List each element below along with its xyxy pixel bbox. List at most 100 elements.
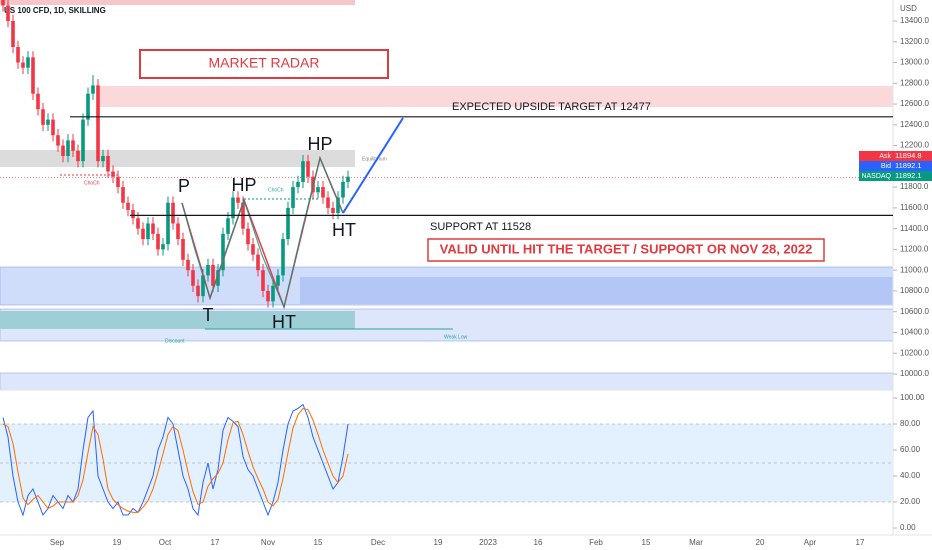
- y-tick-label: 60.00: [900, 445, 921, 454]
- candle-body: [41, 109, 45, 125]
- candle-body: [21, 62, 25, 68]
- y-tick-label: 10400.0: [900, 328, 929, 337]
- pattern-line: [181, 156, 344, 309]
- x-tick-label: 2023: [479, 538, 497, 547]
- x-tick-label: 20: [756, 538, 765, 547]
- validity-box: [427, 238, 825, 262]
- x-tick-label: Nov: [261, 538, 275, 547]
- candle-body: [146, 223, 150, 240]
- y-tick-label: 13000.0: [900, 58, 929, 67]
- target-label: EXPECTED UPSIDE TARGET AT 12477: [452, 101, 651, 113]
- candle-body: [61, 145, 65, 156]
- candle-body: [86, 93, 90, 120]
- price-tag-value: 11892.1: [895, 161, 922, 170]
- candle-body: [346, 176, 350, 182]
- candle-body: [71, 140, 75, 151]
- demand-zone: [300, 277, 893, 304]
- x-tick-label: 16: [534, 538, 543, 547]
- candle-body: [31, 57, 35, 94]
- y-tick-label: 11000.0: [900, 265, 929, 274]
- y-tick-label: 11800.0: [900, 182, 929, 191]
- x-tick-label: Apr: [804, 538, 817, 547]
- candle-body: [151, 223, 155, 234]
- pattern-label: HT: [272, 312, 296, 332]
- candle-body: [26, 57, 30, 68]
- price-tag-value: 11894.8: [895, 151, 922, 160]
- zone-label: Weak Low: [444, 334, 468, 340]
- y-tick-label: 100.00: [900, 393, 925, 402]
- candle-body: [51, 119, 55, 136]
- candle-body: [166, 202, 170, 245]
- x-tick-label: Sep: [50, 538, 65, 547]
- candle-body: [6, 5, 10, 22]
- candle-body: [216, 270, 220, 286]
- candle-body: [256, 254, 260, 271]
- candle-body: [221, 233, 225, 271]
- x-tick-label: 19: [434, 538, 443, 547]
- x-tick-label: 15: [314, 538, 323, 547]
- candle-body: [276, 275, 280, 286]
- y-tick-label: 13400.0: [900, 16, 929, 25]
- price-tag-name: Ask: [879, 153, 891, 160]
- candle-body: [316, 187, 320, 193]
- y-tick-label: 80.00: [900, 419, 921, 428]
- pattern-label: P: [178, 176, 190, 196]
- oscillator-line: [2, 403, 349, 517]
- y-tick-label: 10200.0: [900, 348, 929, 357]
- discount-zone: [0, 311, 355, 329]
- candle-body: [136, 218, 140, 229]
- x-tick-label: 19: [113, 538, 122, 547]
- candle-body: [91, 85, 95, 94]
- chart-title: US 100 CFD, 1D, SKILLING: [4, 6, 106, 15]
- x-tick-label: 15: [642, 538, 651, 547]
- headline: MARKET RADAR: [209, 55, 320, 71]
- candle-body: [36, 93, 40, 110]
- candle-body: [101, 155, 105, 162]
- pattern-label: T: [203, 305, 214, 325]
- pattern-label: HP: [231, 175, 256, 195]
- candle-body: [271, 285, 275, 302]
- y-tick-label: 40.00: [900, 471, 921, 480]
- price-tag-name: NASDAQ: [861, 173, 891, 180]
- x-tick-label: Dec: [371, 538, 385, 547]
- currency: USD: [900, 4, 917, 13]
- candle-body: [106, 155, 110, 172]
- candle-body: [111, 171, 115, 177]
- candle-body: [116, 176, 120, 188]
- y-tick-label: 12400.0: [900, 120, 929, 129]
- zone: [0, 0, 355, 5]
- candle-body: [181, 239, 185, 260]
- candle-body: [196, 285, 200, 297]
- candle-body: [301, 161, 305, 182]
- candle-body: [286, 207, 290, 240]
- candle-body: [1, 0, 5, 6]
- candle-body: [341, 181, 345, 198]
- candle-body: [306, 161, 310, 177]
- price-tag: [859, 161, 932, 171]
- price-tag-value: 11892.1: [895, 171, 922, 180]
- price-tag: [859, 171, 932, 181]
- candle-body: [211, 264, 215, 286]
- candle-body: [226, 218, 230, 234]
- x-tick-label: Mar: [689, 538, 703, 547]
- candle-body: [76, 150, 80, 162]
- candle-body: [191, 270, 195, 286]
- validity: VALID UNTIL HIT THE TARGET / SUPPORT OR …: [440, 241, 813, 256]
- candle-body: [206, 264, 210, 276]
- candle-body: [131, 209, 135, 219]
- candle-body: [186, 259, 190, 271]
- candle-body: [156, 233, 160, 250]
- y-tick-label: 10800.0: [900, 286, 929, 295]
- candle-body: [201, 275, 205, 297]
- y-tick-label: 13200.0: [900, 37, 929, 46]
- x-tick-label: Feb: [589, 538, 603, 547]
- candle-body: [231, 197, 235, 219]
- support-label: SUPPORT AT 11528: [430, 221, 531, 233]
- price-tag: [859, 151, 932, 161]
- y-tick-label: 10000.0: [900, 369, 929, 378]
- candle-body: [96, 85, 100, 162]
- y-tick-label: 12800.0: [900, 78, 929, 87]
- candle-body: [281, 239, 285, 276]
- candle-body: [326, 197, 330, 208]
- candle-body: [121, 187, 125, 203]
